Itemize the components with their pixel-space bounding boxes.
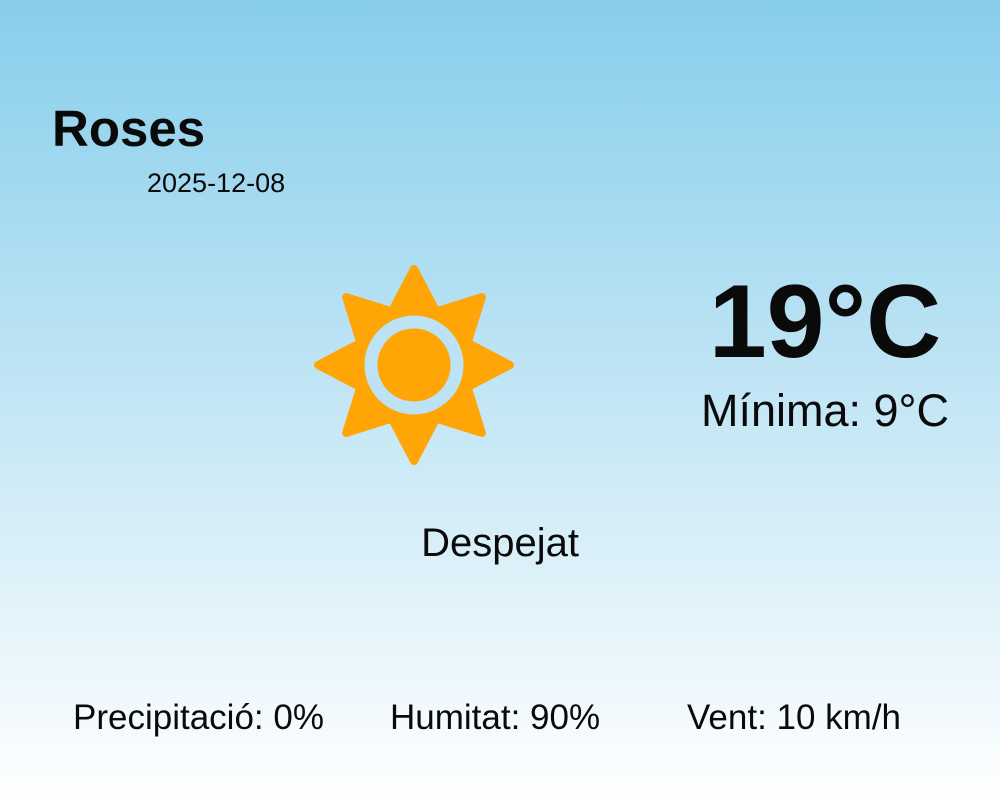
temperature-value: 19°C [708,264,942,380]
condition-label: Despejat [421,521,579,565]
wind-label: Vent: 10 km/h [687,698,902,737]
sun-core [377,328,451,402]
temperature-minimum: Mínima: 9°C [700,385,950,436]
humidity-label: Humitat: 90% [390,698,601,737]
temperature-block: 19°C Mínima: 9°C [650,270,1000,433]
sun-icon [314,265,514,465]
date-label: 2025-12-08 [147,168,286,198]
location-title: Roses [52,100,206,157]
precipitation-label: Precipitació: 0% [73,698,324,737]
